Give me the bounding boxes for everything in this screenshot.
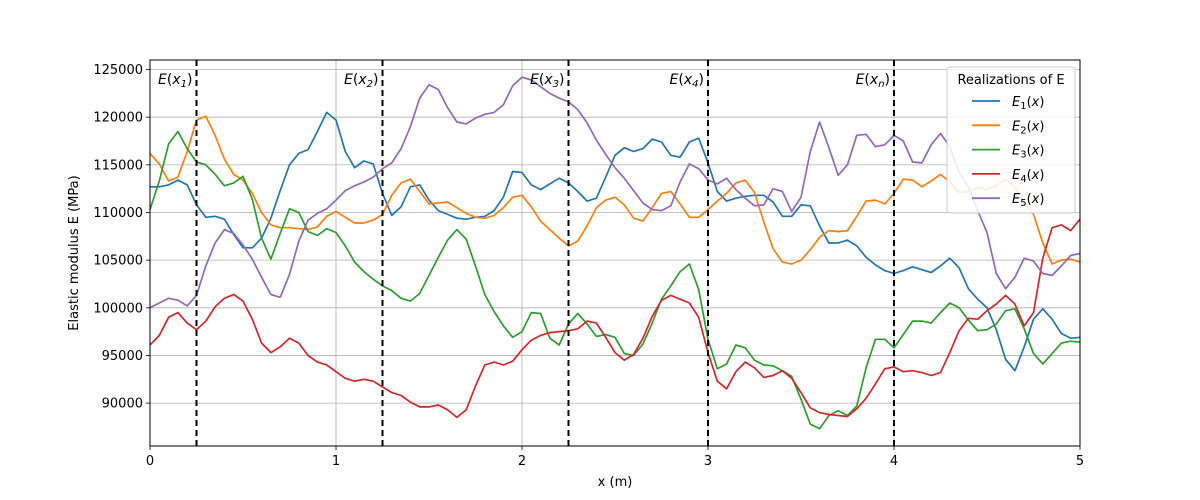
- legend-label: E3(x): [1012, 144, 1044, 161]
- y-tick-label: 90000: [102, 397, 143, 412]
- series-line-3: [149, 130, 1081, 430]
- series-lines: [149, 76, 1081, 430]
- y-tick-label: 120000: [93, 111, 143, 126]
- y-tick-label: 115000: [93, 158, 143, 173]
- y-tick-label: 110000: [93, 206, 143, 221]
- y-tick-label: 95000: [102, 349, 143, 364]
- grid: [149, 60, 1081, 446]
- legend-label: E2(x): [1012, 119, 1044, 136]
- x-tick-label: 2: [518, 454, 526, 469]
- y-axis-label: Elastic modulus E (MPa): [67, 175, 82, 330]
- reference-line-label: E(x1): [158, 72, 192, 90]
- y-tick-label: 100000: [93, 301, 143, 316]
- legend: Realizations of E E1(x) E2(x) E3(x) E4(x) E5…: [946, 66, 1076, 214]
- y-tick-label: 105000: [93, 254, 143, 269]
- x-tick-label: 0: [146, 454, 154, 469]
- legend-box: [946, 66, 1076, 214]
- series-line-4: [149, 218, 1081, 419]
- series-line-5: [149, 76, 1081, 309]
- x-tick-label: 1: [332, 454, 340, 469]
- y-tick-label: 125000: [93, 63, 143, 78]
- legend-title: Realizations of E: [957, 73, 1064, 88]
- reference-line-label: E(xn): [856, 72, 890, 90]
- reference-line-label: E(x2): [344, 72, 378, 90]
- plot-frame: [149, 59, 1081, 447]
- x-axis-label: x (m): [598, 475, 633, 490]
- series-line-2: [149, 115, 1081, 265]
- reference-line-label: E(x4): [670, 72, 704, 90]
- legend-label: E4(x): [1012, 168, 1044, 185]
- x-tick-label: 3: [704, 454, 712, 469]
- reference-line-label: E(x3): [530, 72, 564, 90]
- x-tick-label: 5: [1076, 454, 1084, 469]
- legend-items: E1(x) E2(x) E3(x) E4(x) E5(x): [972, 95, 1044, 209]
- series-line-1: [150, 111, 1081, 372]
- axis-ticks: 0 1 2 3 4 5 90000 95000 100000 105000 110000 115000…: [93, 63, 1084, 469]
- legend-label: E5(x): [1012, 192, 1044, 209]
- reference-lines: E(x1) E(x2) E(x3) E(x4) E(xn): [158, 60, 895, 446]
- legend-label: E1(x): [1012, 95, 1044, 112]
- x-tick-label: 4: [890, 454, 898, 469]
